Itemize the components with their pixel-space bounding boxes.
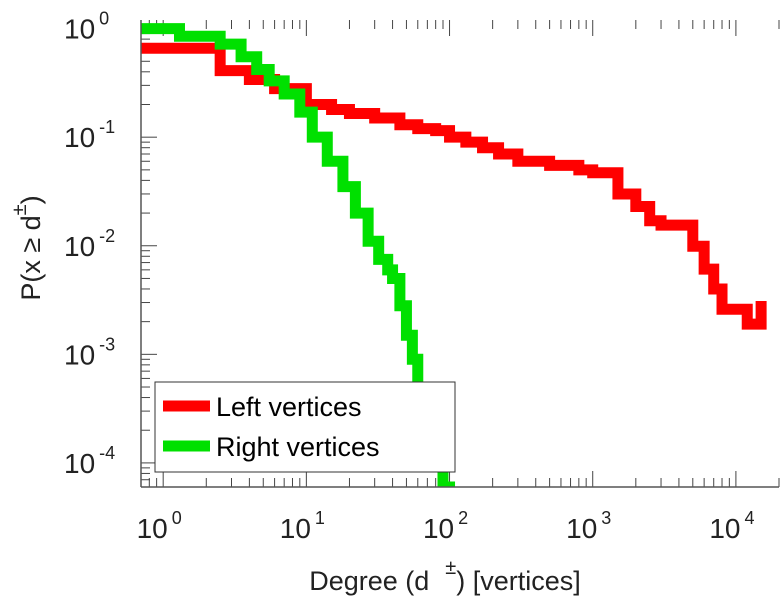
x-tick-exp: 3 — [601, 508, 611, 528]
x-axis-label-part-1: Degree (d — [309, 566, 429, 596]
x-tick-base: 10 — [423, 513, 454, 544]
y-tick-base: 10 — [64, 14, 95, 45]
x-tick-labels: 10 0 10 1 10 2 10 3 10 4 — [137, 508, 755, 544]
y-tick-exp: -2 — [99, 226, 115, 246]
x-axis-label: Degree (d ±) [vertices] — [309, 557, 581, 596]
series-line-left — [141, 42, 767, 330]
y-axis-label-part-2: ) — [16, 195, 46, 204]
x-tick-base: 10 — [137, 513, 168, 544]
y-tick-label: 10 -4 — [64, 443, 115, 479]
y-axis-label: P(x ≥ d±) — [9, 195, 46, 300]
x-axis-label-sup: ± — [445, 557, 456, 579]
y-tick-label: 10 -1 — [64, 117, 115, 153]
x-tick-base: 10 — [280, 513, 311, 544]
minor-ticks — [140, 20, 780, 488]
y-tick-exp: -3 — [99, 334, 115, 354]
y-axis-label-part-1: P(x ≥ d — [16, 215, 46, 300]
y-tick-exp: 0 — [99, 9, 109, 29]
y-tick-label: 10 -2 — [64, 226, 115, 262]
x-tick-base: 10 — [566, 513, 597, 544]
legend: Left vertices Right vertices — [154, 381, 456, 473]
y-tick-label: 10 -3 — [64, 334, 115, 370]
x-tick-label: 10 2 — [423, 508, 468, 544]
x-tick-exp: 2 — [458, 508, 468, 528]
y-tick-label: 10 0 — [64, 9, 109, 45]
y-tick-base: 10 — [64, 339, 95, 370]
x-tick-label: 10 4 — [709, 508, 754, 544]
legend-label-left: Left vertices — [216, 392, 362, 422]
legend-label-right: Right vertices — [216, 432, 380, 462]
y-tick-base: 10 — [64, 122, 95, 153]
x-axis-label-part-2: ) [vertices] — [456, 566, 581, 596]
x-tick-label: 10 1 — [280, 508, 325, 544]
y-axis-label-sup: ± — [9, 204, 31, 215]
y-tick-exp: -4 — [99, 443, 115, 463]
x-tick-exp: 0 — [172, 508, 182, 528]
x-tick-base: 10 — [709, 513, 740, 544]
y-tick-exp: -1 — [99, 117, 115, 137]
x-tick-label: 10 0 — [137, 508, 182, 544]
y-tick-base: 10 — [64, 231, 95, 262]
y-tick-base: 10 — [64, 448, 95, 479]
legend-box — [154, 381, 456, 473]
x-tick-label: 10 3 — [566, 508, 611, 544]
x-tick-exp: 1 — [315, 508, 325, 528]
x-tick-exp: 4 — [744, 508, 754, 528]
